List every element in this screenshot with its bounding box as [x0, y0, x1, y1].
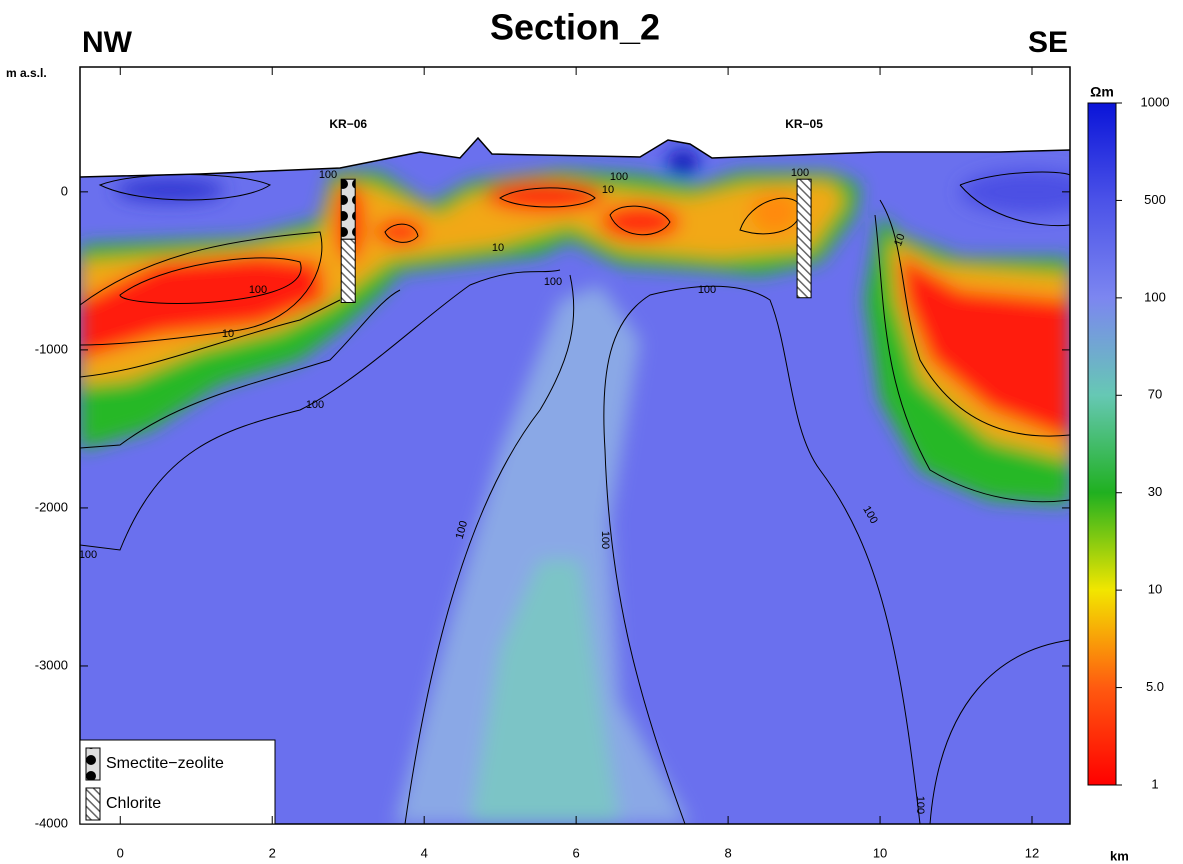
- contour-label: 100: [306, 399, 324, 411]
- x-tick-label: 4: [421, 845, 428, 860]
- x-axis-label: km: [1110, 848, 1129, 863]
- contour-label: 100: [599, 531, 611, 549]
- well-interval: [340, 238, 356, 303]
- colorbar-tick-label: 10: [1148, 582, 1162, 597]
- contour-label: 10: [892, 232, 907, 248]
- y-tick-label: -4000: [35, 815, 68, 830]
- contour-label: 100: [249, 284, 267, 296]
- left-direction: NW: [82, 26, 133, 59]
- well-name: KR−06: [329, 117, 367, 131]
- legend-label: Chlorite: [106, 795, 161, 812]
- x-tick-label: 6: [573, 845, 580, 860]
- colorbar-tick-label: 70: [1148, 387, 1162, 402]
- y-tick-label: 0: [61, 183, 68, 198]
- contour-label: 100: [454, 520, 470, 541]
- colorbar-tick-label: 1: [1151, 776, 1158, 791]
- contour-label: 10: [222, 328, 234, 340]
- legend: [79, 739, 276, 825]
- contour-label: 10: [492, 242, 504, 254]
- legend-swatch: [85, 747, 101, 781]
- y-tick-label: -2000: [35, 499, 68, 514]
- well-interval: [340, 178, 356, 240]
- legend-swatch: [85, 787, 101, 821]
- colorbar-tick-label: 500: [1144, 192, 1166, 207]
- x-tick-label: 0: [117, 845, 124, 860]
- colorbar-unit: Ωm: [1090, 84, 1114, 100]
- legend-box: [79, 739, 276, 825]
- contour-label: 100: [319, 169, 337, 181]
- topography: [79, 136, 1071, 178]
- y-tick-label: -1000: [35, 341, 68, 356]
- colorbar-tick-label: 100: [1144, 289, 1166, 304]
- chart-title: Section_2: [490, 7, 660, 48]
- right-direction: SE: [1028, 26, 1068, 59]
- colorbar-tick-label: 30: [1148, 484, 1162, 499]
- contour-label: 100: [610, 171, 628, 183]
- resistivity-field: [80, 138, 1070, 824]
- colorbar-tick-label: 1000: [1141, 94, 1170, 109]
- contour-label: 100: [914, 796, 926, 814]
- y-tick-label: -3000: [35, 657, 68, 672]
- x-tick-label: 12: [1025, 845, 1039, 860]
- colorbar: [1087, 102, 1117, 786]
- x-tick-label: 2: [269, 845, 276, 860]
- contour-label: 100: [791, 167, 809, 179]
- x-tick-label: 10: [873, 845, 887, 860]
- well-interval: [796, 178, 812, 299]
- colorbar-tick-label: 5.0: [1146, 679, 1164, 694]
- contour-label: 100: [544, 276, 562, 288]
- well-name: KR−05: [785, 117, 823, 131]
- contour-label: 100: [79, 549, 97, 561]
- x-tick-label: 8: [724, 845, 731, 860]
- plot-frame: [79, 66, 1071, 825]
- contour-label: 10: [602, 184, 614, 196]
- contours: [79, 171, 1071, 825]
- y-axis-label: m a.s.l.: [6, 66, 47, 80]
- contour-label: 100: [698, 284, 716, 296]
- legend-label: Smectite−zeolite: [106, 755, 224, 772]
